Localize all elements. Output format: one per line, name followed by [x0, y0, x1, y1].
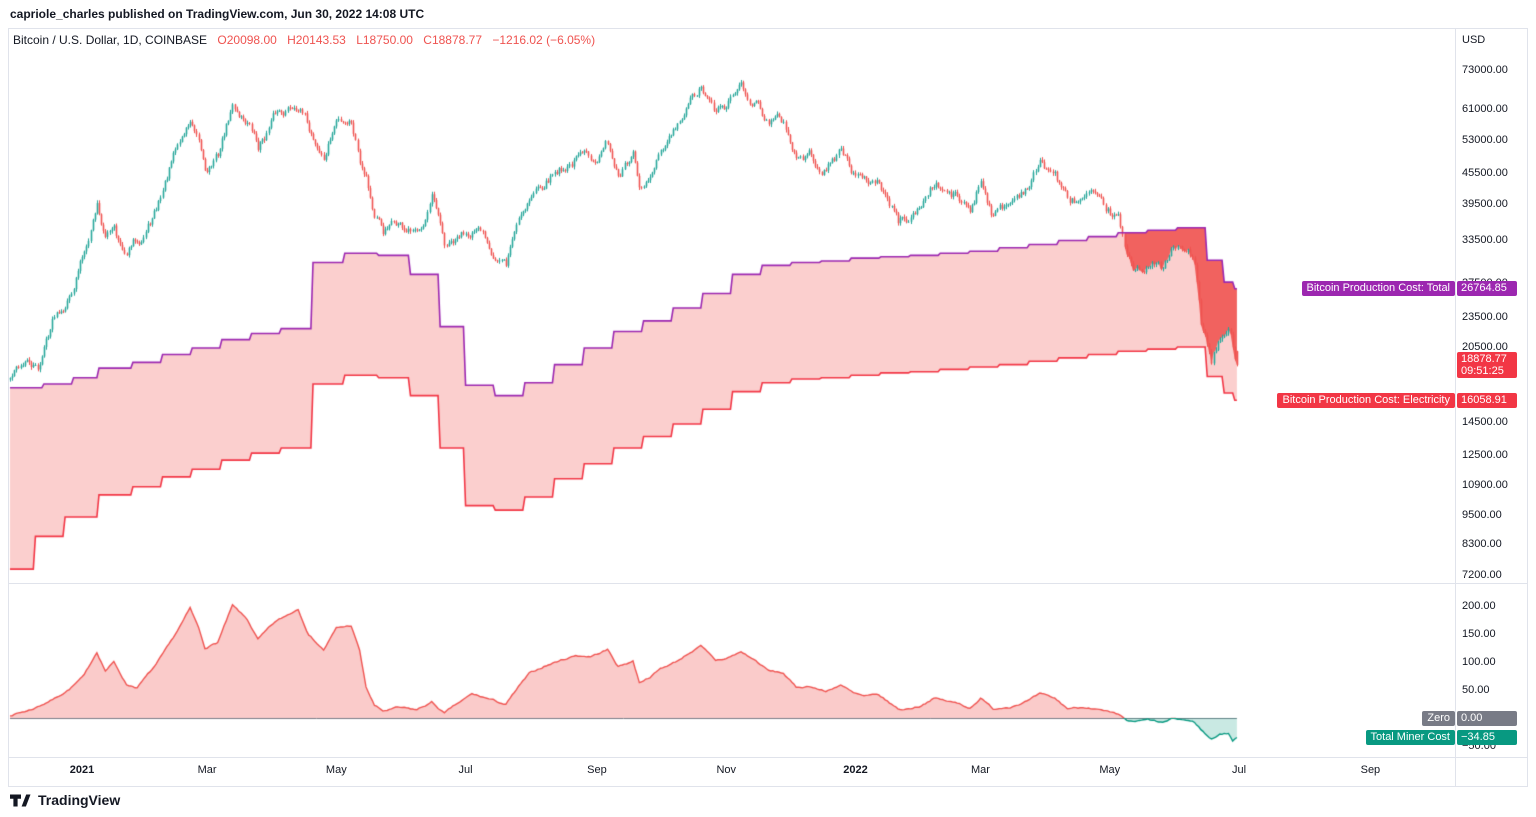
bar-countdown: 09:51:25 [1461, 364, 1504, 377]
ohlc-high: H20143.53 [287, 33, 346, 47]
indicator-scale-tick: 150.00 [1462, 628, 1496, 640]
tradingview-brand-text: TradingView [38, 792, 121, 808]
tradingview-attribution[interactable]: TradingView [10, 792, 120, 808]
time-scale-tick: Nov [716, 764, 736, 776]
zero-series-label: Zero [1422, 710, 1455, 726]
price-scale-currency: USD [1462, 34, 1486, 46]
price-scale-tick: 14500.00 [1462, 416, 1508, 429]
price-scale-tick: 23500.00 [1462, 311, 1508, 324]
published-attribution: capriole_charles published on TradingVie… [10, 7, 425, 21]
indicator-scale-tick: 200.00 [1462, 600, 1496, 612]
price-scale-tick: 39500.00 [1462, 197, 1508, 210]
symbol-legend: Bitcoin / U.S. Dollar, 1D, COINBASE O200… [13, 33, 595, 47]
chart-bottom-border [8, 786, 1528, 787]
production-electricity-series-label: Bitcoin Production Cost: Electricity [1277, 392, 1455, 408]
chart-top-border [8, 28, 1528, 29]
price-scale-tick: 53000.00 [1462, 133, 1508, 146]
ohlc-open: O20098.00 [217, 33, 277, 47]
chart-right-border [1527, 28, 1528, 786]
price-scale-tick: 8300.00 [1462, 538, 1502, 551]
chart-left-border [8, 28, 9, 786]
price-scale-tick: 73000.00 [1462, 64, 1508, 76]
price-scale-tick: 12500.00 [1462, 448, 1508, 461]
price-scale-tick: 7200.00 [1462, 569, 1502, 582]
indicator-scale-tick: 50.00 [1462, 684, 1490, 696]
price-scale-tick: 61000.00 [1462, 103, 1508, 116]
time-scale-tick: 2021 [69, 764, 95, 776]
time-axis-border [8, 757, 1528, 758]
time-scale-tick: 2022 [843, 764, 868, 776]
total-miner-cost-value-tag: −34.85 [1457, 730, 1517, 746]
production-total-price-tag: 26764.85 [1457, 281, 1517, 297]
tradingview-logo-icon [10, 794, 31, 806]
price-scale-tick: 33500.00 [1462, 233, 1508, 246]
zero-value-tag: 0.00 [1457, 710, 1517, 726]
ohlc-close: C18878.77 [423, 33, 482, 47]
production-total-series-label: Bitcoin Production Cost: Total [1301, 281, 1455, 297]
last-price-tag: 18878.77 09:51:25 [1457, 351, 1517, 378]
total-miner-cost-series-label: Total Miner Cost [1365, 730, 1455, 746]
price-scale[interactable]: USD 26764.85 18878.77 09:51:25 16058.91 … [1456, 28, 1528, 757]
ohlc-low: L18750.00 [356, 33, 413, 47]
price-axis-border [1455, 28, 1456, 786]
pane-separator[interactable] [8, 583, 1528, 584]
time-scale-tick: Mar [971, 764, 990, 776]
last-price-value: 18878.77 [1461, 352, 1507, 365]
time-scale-tick: Jul [458, 764, 473, 776]
change-value: −1216.02 (−6.05%) [492, 33, 596, 47]
time-scale-tick: May [1099, 764, 1121, 776]
price-scale-tick: 45500.00 [1462, 167, 1508, 180]
production-electricity-price-tag: 16058.91 [1457, 392, 1517, 408]
time-scale-tick: Sep [1360, 764, 1381, 776]
time-scale-tick: Sep [587, 764, 607, 776]
price-scale-tick: 20500.00 [1462, 340, 1508, 353]
symbol-title[interactable]: Bitcoin / U.S. Dollar, 1D, COINBASE [13, 33, 208, 47]
price-scale-tick: 9500.00 [1462, 508, 1502, 521]
time-scale-tick: Mar [197, 764, 217, 776]
time-scale[interactable]: 2021 Mar May Jul Sep Nov 2022 Mar May Jul Sep [8, 757, 1455, 786]
price-scale-tick: 10900.00 [1462, 478, 1508, 491]
time-scale-tick: Jul [1231, 764, 1247, 776]
time-scale-tick: May [325, 764, 347, 776]
indicator-scale-tick: 100.00 [1462, 656, 1496, 668]
